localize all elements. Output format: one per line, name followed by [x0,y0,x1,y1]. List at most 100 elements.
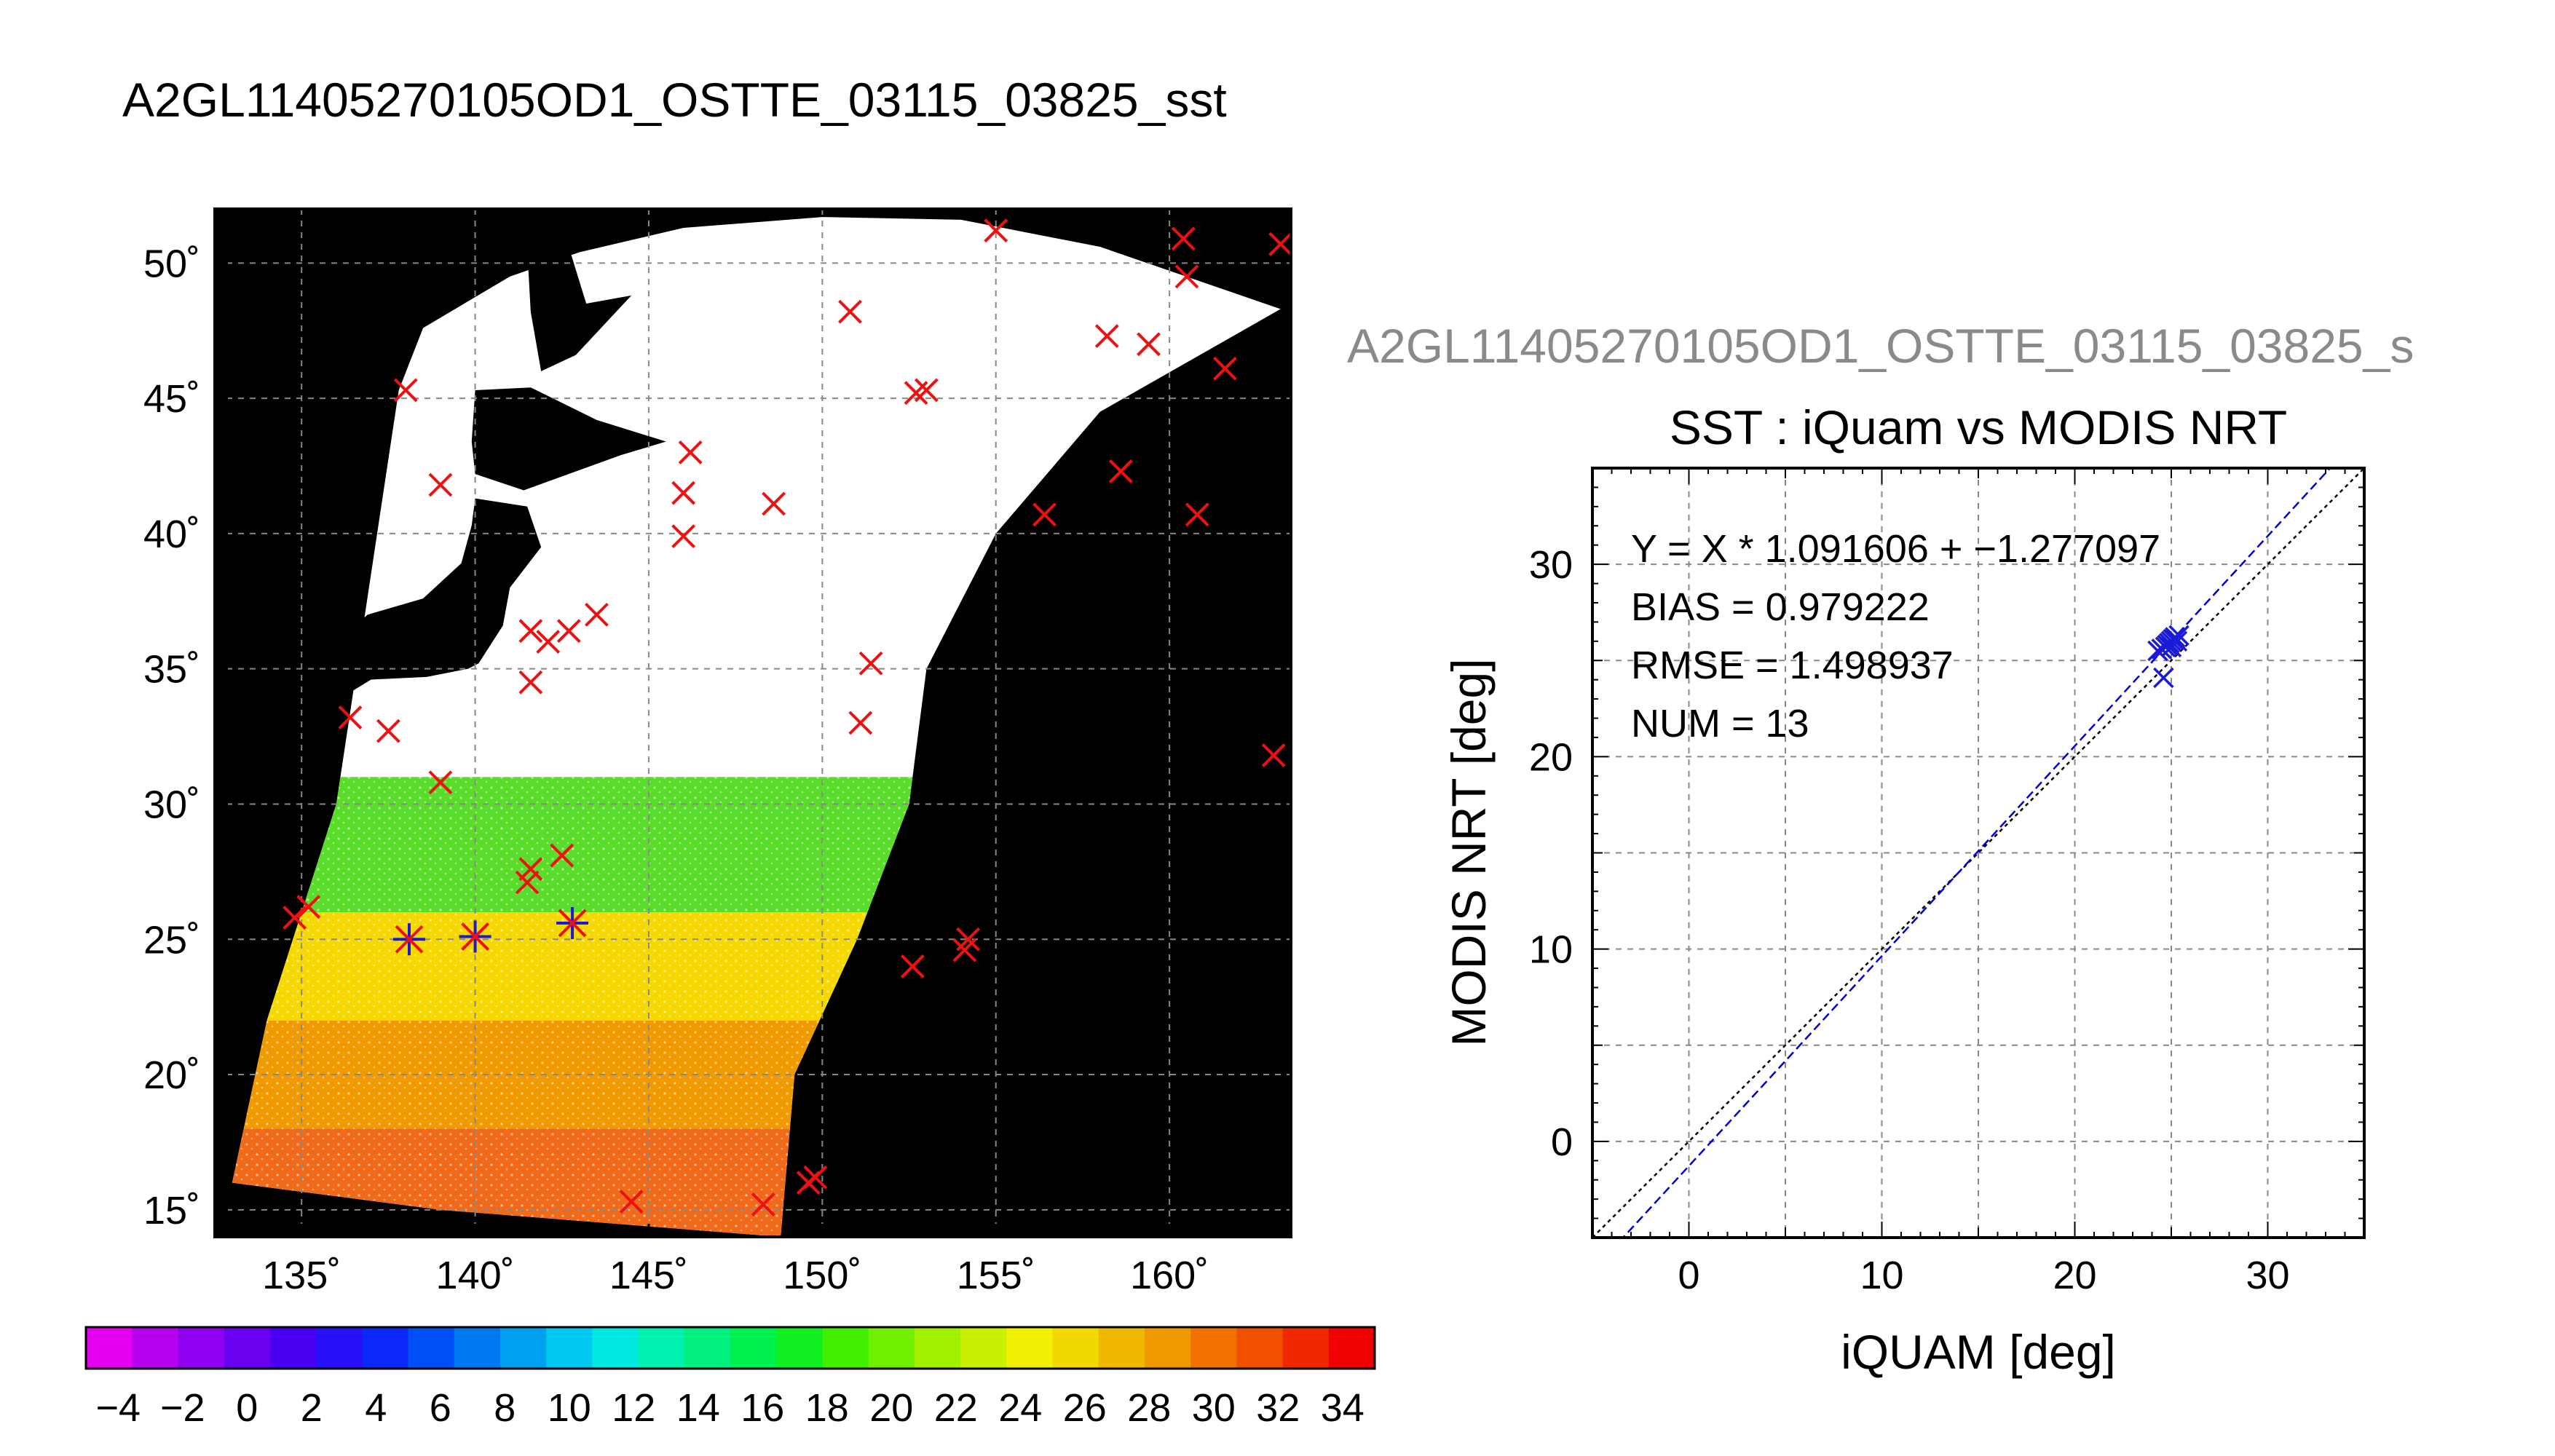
colorbar-tick-label: 18 [805,1386,849,1430]
buoy-marker [585,602,609,627]
colorbar-segment [1052,1327,1099,1369]
lon-tick-label: 160˚ [1130,1254,1209,1297]
colorbar-tick-label: 10 [548,1386,591,1430]
colorbar-segment [454,1327,501,1369]
map-frame [213,207,1292,1238]
colorbar-tick-label: −4 [95,1386,141,1430]
scatter-x-tick-label: 10 [1860,1254,1903,1297]
colorbar-segment [132,1327,179,1369]
lat-tick-label: 45˚ [143,377,200,421]
colorbar-tick-label: 28 [1127,1386,1171,1430]
map-title: A2GL11405270105OD1_OSTTE_03115_03825_sst [122,73,1227,127]
colorbar-tick-label: 12 [612,1386,655,1430]
scatter-x-tick-label: 30 [2246,1254,2289,1297]
buoy-marker [858,651,883,676]
buoy-marker [671,524,696,549]
colorbar: −4 −2 0 2 4 6 8 10 12 14 16 18 20 22 24 26 28 30 32 34 [84,1326,1376,1430]
colorbar-frame [84,1326,1376,1370]
colorbar-tick-label: 32 [1256,1386,1300,1430]
colorbar-tick-label: 34 [1321,1386,1365,1430]
buoy-marker [1174,264,1199,289]
buoy-marker [1108,459,1133,483]
buoy-marker [1171,226,1196,251]
land-mass [121,696,197,769]
colorbar-tick-label: 6 [430,1386,451,1430]
lon-tick-label: 145˚ [609,1254,688,1297]
buoy-marker [956,927,981,951]
colorbar-tick-label: 24 [998,1386,1042,1430]
colorbar-segment [638,1327,685,1369]
colorbar-segment [914,1327,962,1369]
scatter-point [2165,628,2186,650]
land-mass [471,387,666,491]
colorbar-segment [684,1327,731,1369]
colorbar-tick-label: 16 [741,1386,784,1430]
buoy-marker [296,895,321,919]
buoy-marker [1185,502,1209,527]
buoy-marker [1032,502,1057,527]
colorbar-segment [1328,1327,1375,1369]
buoy-marker [518,670,543,695]
lat-tick-label: 20˚ [143,1053,200,1097]
buoy-marker [393,378,418,403]
buoy-marker [1137,332,1161,357]
colorbar-segment [546,1327,593,1369]
colorbar-segment [822,1327,869,1369]
scatter-overflow-title: A2GL11405270105OD1_OSTTE_03115_03825_s [1347,319,2414,373]
buoy-marker [550,843,574,868]
matched-buoy-marker [392,923,425,956]
lat-tick-label: 30˚ [143,783,200,826]
colorbar-segment [362,1327,409,1369]
colorbar-segment [86,1327,133,1369]
colorbar-segment [499,1327,548,1369]
land-mass [218,690,288,729]
rmse-label: RMSE = 1.498937 [1631,644,1954,687]
colorbar-segment [730,1327,778,1369]
colorbar-segment [1006,1327,1054,1369]
buoy-marker [900,954,925,978]
buoy-marker [671,480,696,505]
lon-tick-label: 140˚ [436,1254,515,1297]
buoy-marker [1261,743,1286,768]
colorbar-tick-label: 30 [1192,1386,1236,1430]
colorbar-tick-label: 2 [301,1386,323,1430]
buoy-marker [751,1192,775,1216]
buoy-marker [283,906,307,930]
buoy-marker [338,705,363,729]
lon-tick-label: 135˚ [262,1254,341,1297]
scatter-xlabel: iQUAM [deg] [1841,1325,2116,1379]
buoy-marker [984,218,1008,243]
scatter-point [2153,667,2174,689]
colorbar-tick-label: 14 [676,1386,720,1430]
buoy-marker [1212,356,1237,381]
scatter-ylabel: MODIS NRT [deg] [1442,658,1496,1046]
buoy-marker [762,491,786,516]
lat-tick-label: 40˚ [143,513,200,556]
colorbar-segment [269,1327,317,1369]
buoy-marker [515,870,540,895]
lat-tick-label: 15˚ [143,1189,200,1233]
num-label: NUM = 13 [1631,702,1809,745]
buoy-marker [428,770,453,795]
colorbar-segment [224,1327,271,1369]
buoy-marker [518,619,543,644]
lat-tick-label: 25˚ [143,918,200,962]
map-panel: 135˚ 140˚ 145˚ 150˚ 155˚ 160˚ 15˚ 20˚ 25˚ 30˚ 35˚ 4… [121,207,1292,1297]
matched-buoy-marker [459,920,491,953]
land-mass [225,498,542,710]
colorbar-tick-label: 0 [236,1386,258,1430]
colorbar-tick-label: 26 [1063,1386,1107,1430]
buoy-marker [556,619,581,644]
buoy-marker [914,378,939,403]
buoy-marker [796,1171,821,1195]
colorbar-segment [178,1327,225,1369]
scatter-panel: SST : iQuam vs MODIS NRT 0 10 20 300102030 … [1442,400,2366,1379]
land-mass [527,209,632,371]
colorbar-tick-label: 20 [869,1386,913,1430]
matched-buoy-marker [556,906,589,939]
buoy-marker [848,711,873,735]
scatter-x-tick-label: 0 [1678,1254,1699,1297]
colorbar-segment [960,1327,1008,1369]
colorbar-segment [316,1327,363,1369]
scatter-x-tick-label: 20 [2053,1254,2096,1297]
